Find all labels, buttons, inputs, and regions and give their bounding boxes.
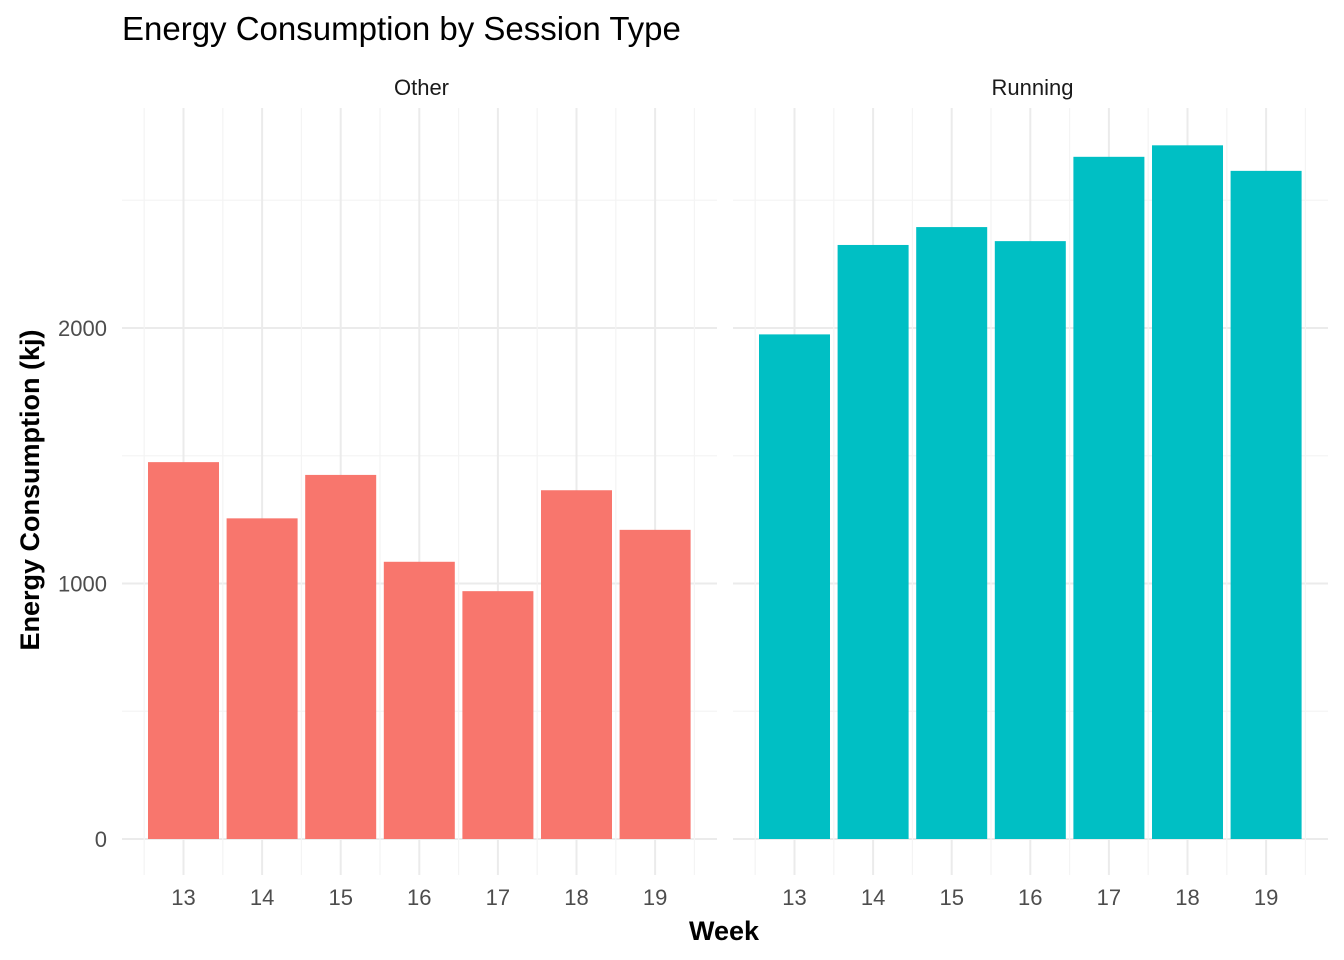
x-tick-label: 13 [782, 885, 806, 910]
chart-title: Energy Consumption by Session Type [122, 10, 681, 47]
facet-label-other: Other [394, 75, 449, 100]
y-tick-label: 0 [95, 827, 107, 852]
x-tick-label: 14 [250, 885, 274, 910]
y-tick-label: 1000 [58, 572, 107, 597]
bar-other-week-18 [541, 490, 612, 839]
x-tick-label: 19 [643, 885, 667, 910]
x-tick-label: 14 [861, 885, 885, 910]
x-tick-label: 19 [1254, 885, 1278, 910]
y-tick-label: 2000 [58, 316, 107, 341]
facet-label-running: Running [992, 75, 1074, 100]
bar-other-week-13 [148, 462, 219, 839]
bar-other-week-14 [226, 518, 298, 839]
bar-other-week-17 [462, 591, 534, 839]
x-tick-label: 17 [486, 885, 510, 910]
bar-running-week-18 [1152, 145, 1223, 839]
label-layer: Other 13 14 15 16 17 18 19 Running 13 14 15 16 17 18 19… [58, 75, 1278, 910]
x-axis-title: Week [689, 916, 760, 946]
bar-running-week-14 [837, 244, 909, 839]
x-tick-label: 15 [328, 885, 352, 910]
x-tick-label: 13 [171, 885, 195, 910]
bar-running-week-19 [1230, 170, 1302, 839]
bar-running-week-17 [1073, 156, 1145, 839]
bar-other-week-16 [383, 561, 455, 839]
grid-layer [122, 108, 1328, 875]
bar-running-week-15 [916, 227, 988, 839]
bar-other-week-19 [619, 529, 691, 839]
y-axis-title: Energy Consumption (kj) [15, 329, 45, 650]
x-tick-label: 18 [564, 885, 588, 910]
bar-other-week-15 [305, 474, 377, 839]
bar-running-week-16 [994, 241, 1066, 839]
x-tick-label: 15 [939, 885, 963, 910]
x-tick-label: 16 [1018, 885, 1042, 910]
x-tick-label: 16 [407, 885, 431, 910]
bar-layer [148, 145, 1302, 839]
x-tick-label: 18 [1175, 885, 1199, 910]
x-tick-label: 17 [1097, 885, 1121, 910]
bar-running-week-13 [759, 334, 830, 839]
